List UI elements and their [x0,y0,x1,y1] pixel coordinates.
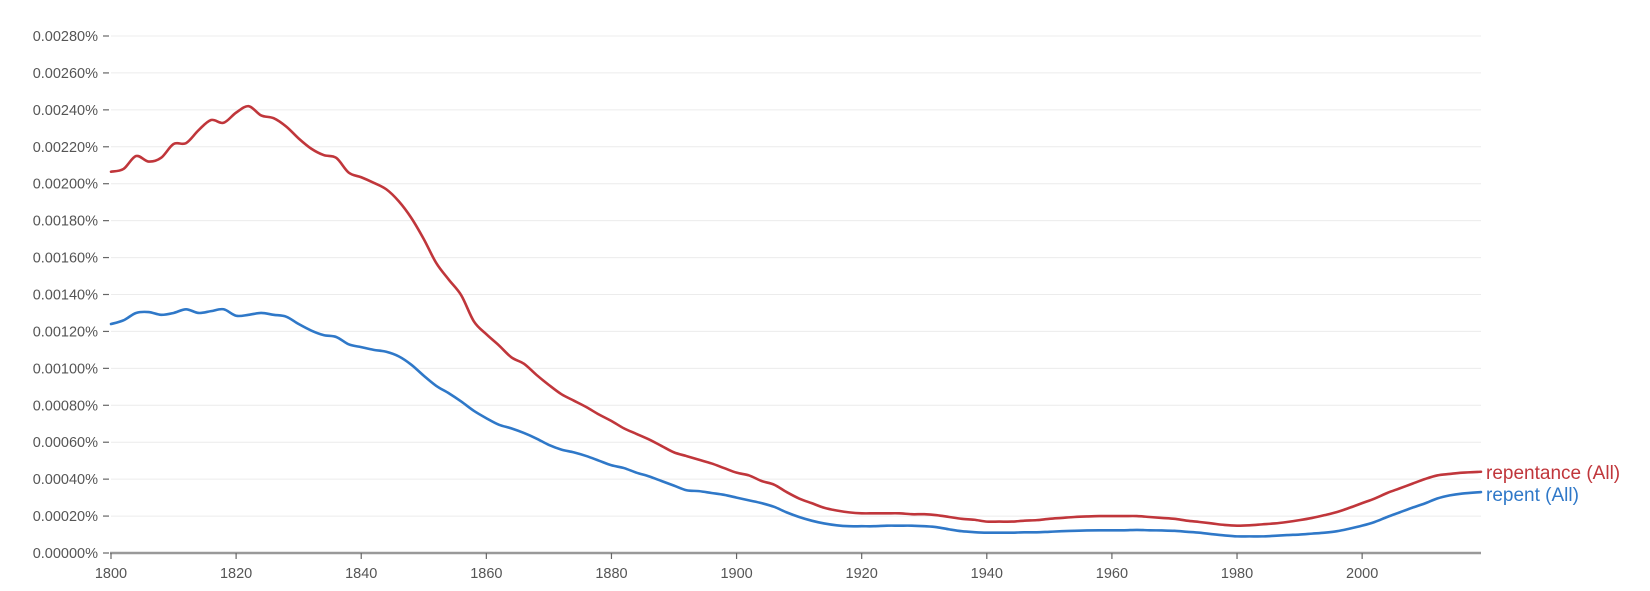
y-tick-label: 0.00080% [33,398,98,414]
y-tick-label: 0.00000% [33,546,98,562]
x-tick-label: 1920 [846,566,878,582]
y-tick-label: 0.00120% [33,324,98,340]
y-tick-label: 0.00060% [33,435,98,451]
x-tick-label: 1940 [971,566,1003,582]
x-tick-label: 1900 [720,566,752,582]
series-line-repent [109,307,1483,538]
series-label-repentance: repentance (All) [1486,463,1620,484]
y-tick-label: 0.00220% [33,140,98,156]
y-tick-label: 0.00240% [33,103,98,119]
y-tick-label: 0.00180% [33,214,98,230]
x-tick-label: 1980 [1221,566,1253,582]
series-label-repent: repent (All) [1486,485,1579,506]
y-tick-label: 0.00200% [33,177,98,193]
y-tick-label: 0.00260% [33,66,98,82]
y-tick-label: 0.00160% [33,251,98,267]
y-tick-label: 0.00100% [33,361,98,377]
y-tick-label: 0.00020% [33,509,98,525]
series-line-repentance [109,104,1483,527]
x-tick-label: 2000 [1346,566,1378,582]
x-tick-label: 1880 [595,566,627,582]
y-axis: 0.00000% 0.00020% 0.00040% 0.00060% 0.00080%… [33,29,109,562]
y-tick-label: 0.00040% [33,472,98,488]
y-tick-label: 0.00280% [33,29,98,45]
x-tick-label: 1960 [1096,566,1128,582]
series-lines [109,104,1483,538]
series-labels: repentance (All)repent (All) [1486,463,1620,506]
gridlines [111,35,1481,517]
x-tick-label: 1820 [220,566,252,582]
x-axis: 1800 1820 1840 1860 1880 1900 1920 1940 1960 1980… [95,551,1481,582]
x-tick-label: 1800 [95,566,127,582]
x-tick-label: 1860 [470,566,502,582]
y-tick-label: 0.00140% [33,288,98,304]
x-tick-label: 1840 [345,566,377,582]
